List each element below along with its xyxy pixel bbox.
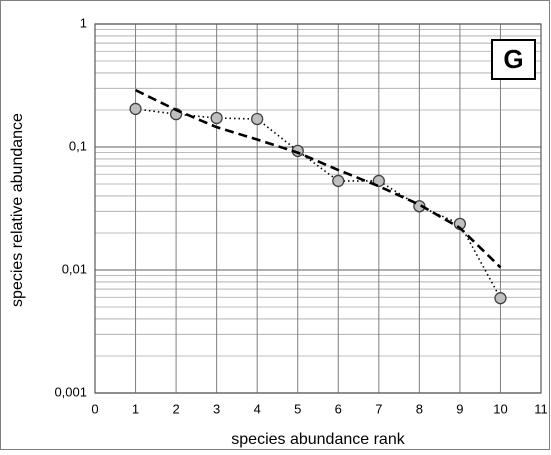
y-tick-label: 0,1: [69, 138, 87, 153]
x-axis-label: species abundance rank: [231, 431, 405, 448]
x-tick-label: 7: [375, 401, 382, 416]
x-tick-label: 2: [172, 401, 179, 416]
marker: [251, 112, 264, 126]
marker: [372, 174, 385, 188]
x-tick-label: 10: [493, 401, 507, 416]
x-tick-label: 3: [213, 401, 220, 416]
y-tick-label: 0,01: [62, 261, 87, 276]
marker: [210, 111, 223, 125]
marker: [129, 102, 142, 116]
x-tick-label: 6: [335, 401, 342, 416]
plot-frame: [94, 23, 542, 394]
x-tick-label: 0: [91, 401, 98, 416]
y-tick-label: 1: [80, 15, 87, 30]
dotted-line: [135, 108, 502, 299]
x-tick-label: 9: [456, 401, 463, 416]
x-tick-label: 5: [294, 401, 301, 416]
x-tick-label: 1: [132, 401, 139, 416]
y-tick-label: 0,001: [54, 384, 87, 399]
panel-box: [491, 39, 536, 80]
marker: [413, 200, 426, 213]
marker: [332, 174, 345, 188]
x-tick-label: 4: [254, 401, 261, 416]
dashed-line: [134, 88, 502, 269]
x-tick-label: 11: [534, 401, 548, 416]
y-axis-label: species relative abundance: [9, 113, 26, 307]
x-tick-label: 8: [416, 401, 423, 416]
marker: [494, 292, 507, 305]
panel-label: G: [503, 44, 523, 74]
